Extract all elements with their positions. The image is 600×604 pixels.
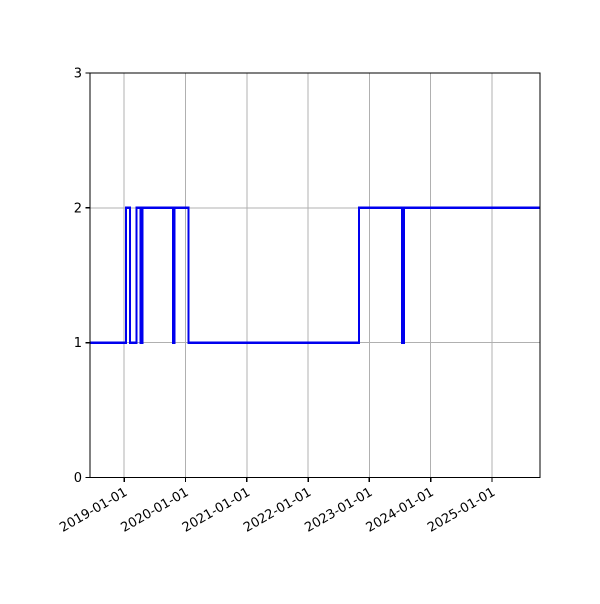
x-tick-label: 2024-01-01 <box>364 485 437 536</box>
x-tick-label: 2021-01-01 <box>180 485 253 536</box>
x-tick-label: 2019-01-01 <box>57 485 130 536</box>
y-tick-label: 1 <box>74 336 82 351</box>
x-tick-label: 2023-01-01 <box>302 485 375 536</box>
x-tick-label: 2020-01-01 <box>119 485 192 536</box>
data-line-step-series-1 <box>90 206 540 344</box>
x-tick-label: 2025-01-01 <box>425 485 498 536</box>
x-tick-label: 2022-01-01 <box>241 485 314 536</box>
y-tick-label: 3 <box>74 67 82 82</box>
y-tick-label: 2 <box>74 201 82 216</box>
y-tick-label: 0 <box>74 471 82 486</box>
plot-border <box>89 72 541 479</box>
